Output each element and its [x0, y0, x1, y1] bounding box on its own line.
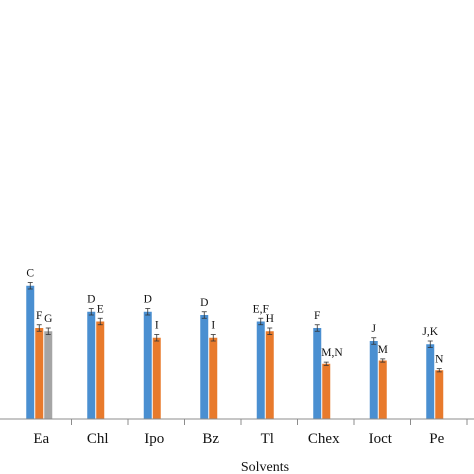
data-label: I	[211, 320, 215, 332]
data-label: M,N	[321, 347, 343, 359]
x-axis-title: Solvents	[241, 460, 289, 474]
bar-Ea-s2	[35, 328, 44, 419]
data-label: J	[372, 323, 377, 335]
data-label: E	[97, 303, 104, 315]
x-tick-label-pe: Pe	[429, 431, 444, 447]
data-label: E,F	[253, 303, 269, 315]
data-label: M	[378, 344, 388, 356]
bar-Chex-s2	[322, 363, 331, 419]
data-label: H	[266, 313, 274, 325]
x-tick-label-ea: Ea	[33, 431, 49, 447]
data-label: F	[314, 310, 320, 322]
bar-Pe-s1	[426, 344, 435, 419]
bar-Ea-s3	[44, 331, 53, 419]
bar-Ea-s1	[26, 285, 35, 419]
bar-Ipo-s2	[152, 337, 161, 419]
x-axis: Ea Chl Ipo Bz Tl Chex Ioct Pe	[0, 418, 474, 447]
data-label: J,K	[422, 326, 438, 338]
data-label: D	[87, 294, 95, 306]
bar-Pe-s2	[435, 370, 444, 419]
x-tick-label-chl: Chl	[87, 431, 109, 447]
x-tick-label-chex: Chex	[308, 431, 340, 447]
bar-Chl-s1	[87, 311, 96, 419]
x-tick-label-ipo: Ipo	[144, 431, 164, 447]
bar-Ioct-s2	[378, 360, 387, 419]
bar-Ioct-s1	[369, 341, 378, 419]
bar-Chex-s1	[313, 328, 322, 419]
data-label: C	[26, 268, 34, 280]
x-tick-label-ioct: Ioct	[369, 431, 393, 447]
data-label: I	[155, 320, 159, 332]
data-label: D	[144, 294, 152, 306]
bar-Chl-s2	[96, 321, 105, 419]
x-tick-label-bz: Bz	[202, 431, 219, 447]
data-label: G	[44, 313, 52, 325]
bar-Bz-s1	[200, 315, 209, 419]
data-label: F	[36, 310, 42, 322]
data-label: N	[435, 354, 444, 366]
bar-Tl-s2	[265, 331, 274, 419]
x-tick-label-tl: Tl	[261, 431, 274, 447]
data-label: D	[200, 297, 208, 309]
bar-Bz-s2	[209, 337, 218, 419]
bar-Ipo-s1	[143, 311, 152, 419]
bar-Tl-s1	[256, 321, 265, 419]
